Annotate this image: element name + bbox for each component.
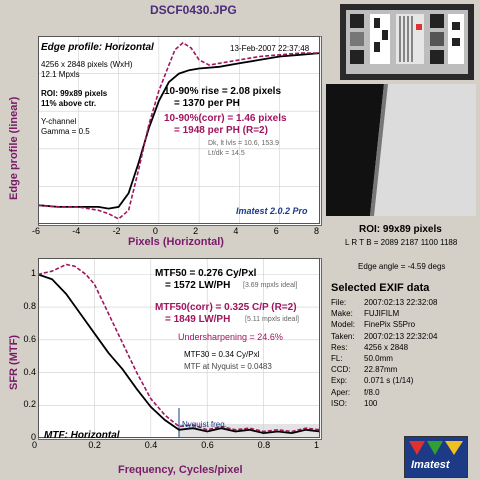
x-tick-label: -6 [32, 226, 41, 236]
window-title: DSCF0430.JPG [150, 3, 237, 17]
exif-row: ISO: 100 [331, 399, 377, 408]
exif-row: Res: 4256 x 2848 [331, 343, 408, 352]
version-text: Imatest 2.0.2 Pro [236, 206, 308, 216]
roi-position-text: 11% above ctr. [41, 99, 97, 108]
gamma-text: Gamma = 0.5 [41, 127, 90, 136]
exif-row: Model: FinePix S5Pro [331, 320, 415, 329]
exif-value: 50.0mm [364, 354, 393, 363]
x-tick-label: 0 [152, 226, 158, 236]
mtf50-corr-text: MTF50(corr) = 0.325 C/P (R=2) [155, 302, 297, 313]
exif-row: File: 2007:02:13 22:32:08 [331, 298, 437, 307]
exif-value: 2007:02:13 22:32:08 [364, 298, 438, 307]
y-tick-label: 0.2 [23, 399, 36, 410]
megapixels-text: 12.1 Mpxls [41, 70, 80, 79]
y-tick-label: 1 [30, 268, 36, 279]
x-tick-label: 2 [193, 226, 199, 236]
mtf-xlabel: Frequency, Cycles/pixel [118, 464, 243, 476]
x-tick-label: 4 [233, 226, 239, 236]
rise-text: 10-90% rise = 2.08 pixels [164, 86, 282, 97]
x-tick-label: 1 [314, 440, 320, 450]
nyquist-label: Nyquist freq. [182, 420, 227, 429]
dark-light-levels-text: Dk, lt lvls = 10.6, 153.9 [208, 140, 280, 147]
exif-key: Model: [331, 320, 356, 330]
x-tick-label: 0.2 [88, 440, 101, 450]
exif-key: Aper: [331, 387, 351, 397]
exif-row: CCD: 22.87mm [331, 365, 397, 374]
chart-thumbnail [340, 4, 474, 80]
light-dark-ratio-text: Lt/dk = 14.5 [208, 150, 245, 157]
exif-key: FL: [331, 354, 343, 363]
edge-angle: Edge angle = -4.59 degs [358, 262, 446, 271]
y-tick-label: 0.8 [23, 301, 36, 312]
roi-title: ROI: 99x89 pixels [359, 224, 442, 235]
exif-row: Make: FUJIFILM [331, 309, 399, 318]
undersharpening-text: Undersharpening = 24.6% [178, 332, 283, 342]
x-tick-label: -2 [112, 226, 121, 236]
image-size-text: 4256 x 2848 pixels (WxH) [41, 60, 133, 69]
measured-series-line [38, 52, 321, 210]
exif-title: Selected EXIF data [331, 282, 430, 294]
y-tick-label: 0 [30, 432, 36, 442]
x-tick-label: 0.8 [257, 440, 271, 450]
x-tick-label: -4 [72, 226, 81, 236]
y-tick-label: 0.4 [23, 366, 36, 377]
mtf-panel-title: MTF: Horizontal [44, 430, 120, 441]
exif-value: FinePix S5Pro [364, 320, 416, 330]
mtf50-corr-lwph-text: = 1849 LW/PH [165, 314, 231, 325]
roi-crop-image [326, 84, 476, 216]
mtf30-text: MTF30 = 0.34 Cy/Pxl [184, 350, 260, 359]
rise-corr-text: 10-90%(corr) = 1.46 pixels [164, 113, 287, 124]
corrected-series-line [38, 41, 320, 220]
plot-frame [38, 258, 320, 438]
x-tick-label: 0.6 [201, 440, 214, 450]
exif-value: 22.87mm [364, 365, 398, 375]
above-nyquist-region [179, 424, 320, 438]
mtf-nyquist-text: MTF at Nyquist = 0.0483 [184, 362, 272, 371]
exif-value: 100 [364, 398, 378, 408]
exif-key: Taken: [331, 331, 355, 341]
x-tick-label: 0 [32, 440, 38, 450]
mtf50-text: MTF50 = 0.276 Cy/Pxl [155, 268, 257, 279]
x-tick-label: 8 [314, 226, 320, 236]
roi-coords: L R T B = 2089 2187 1100 1188 [345, 238, 458, 247]
exif-key: CCD: [331, 365, 351, 375]
exif-row: Exp: 0.071 s (1/14) [331, 376, 413, 385]
exif-row: FL: 50.0mm [331, 354, 393, 363]
mtf50-corr-ideal-text: [5.11 mpxls ideal] [245, 316, 299, 323]
mtf50-ideal-text: [3.69 mpxls ideal] [243, 282, 298, 289]
edge-ylabel: Edge profile (linear) [8, 96, 20, 200]
x-tick-label: 6 [273, 226, 279, 236]
exif-value: 0.071 s (1/14) [364, 376, 414, 386]
exif-value: f/8.0 [364, 387, 380, 397]
exif-key: ISO: [331, 398, 348, 408]
roi-text: ROI: 99x89 pixels [41, 89, 108, 98]
y-tick-label: 0.6 [23, 333, 36, 344]
rise-corr-per-ph-text: = 1948 per PH (R=2) [174, 125, 268, 136]
plot-frame [38, 36, 320, 224]
corrected-series-line [38, 263, 321, 433]
exif-key: File: [331, 298, 347, 307]
exif-key: Make: [331, 309, 353, 319]
exif-key: Exp: [331, 376, 348, 386]
edge-panel-title: Edge profile: Horizontal [41, 42, 154, 53]
imatest-logo: Imatest [404, 436, 468, 478]
x-tick-label: 0.4 [144, 440, 158, 450]
edge-panel-date: 13-Feb-2007 22:37:48 [230, 44, 310, 53]
mtf50-lwph-text: = 1572 LW/PH [165, 280, 231, 291]
logo-text: Imatest [411, 459, 450, 471]
exif-value: 4256 x 2848 [364, 342, 409, 352]
edge-profile-panel [38, 36, 322, 226]
exif-value: FUJIFILM [364, 309, 400, 319]
edge-profile-plot [38, 36, 321, 224]
mtf-plot [38, 258, 321, 439]
channel-text: Y-channel [41, 117, 77, 126]
exif-key: Res: [331, 342, 348, 352]
exif-value: 2007:02:13 22:32:04 [364, 331, 438, 341]
rise-per-ph-text: = 1370 per PH [174, 98, 240, 109]
measured-series-line [38, 273, 321, 435]
exif-row: Aper: f/8.0 [331, 388, 380, 397]
exif-row: Taken: 2007:02:13 22:32:04 [331, 332, 437, 341]
edge-xlabel: Pixels (Horizontal) [128, 236, 224, 248]
